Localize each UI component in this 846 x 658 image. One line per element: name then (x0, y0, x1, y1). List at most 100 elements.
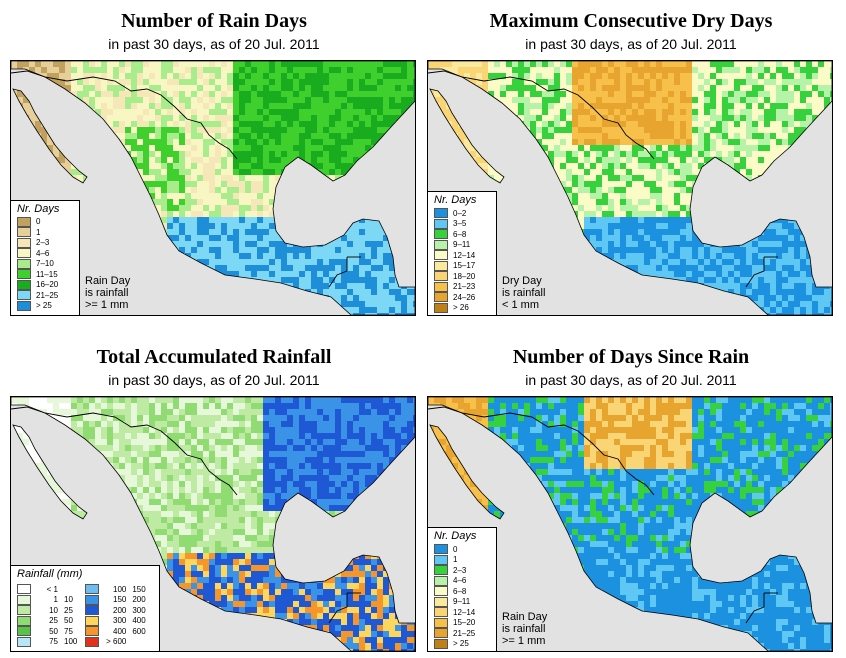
us-mexico-border (428, 70, 655, 160)
legend-label: 0 (36, 217, 41, 227)
legend-range-high: 200 (132, 595, 146, 605)
map-canvas (428, 61, 832, 315)
legend-row: > 600 (85, 636, 145, 648)
legend-swatch (434, 281, 448, 292)
legend-row: > 25 (11, 300, 79, 312)
legend-label: > 26 (453, 303, 469, 313)
legend-row: > 25 (428, 638, 496, 650)
coastline (11, 61, 415, 315)
legend-row: 150 200 (85, 594, 146, 606)
legend-swatch (17, 584, 31, 595)
legend-title: Nr. Days (434, 530, 477, 542)
legend-label: 15–17 (453, 261, 476, 271)
panel-subtitle: in past 30 days, as of 20 Jul. 2011 (525, 36, 737, 52)
legend-row: 25 50 (17, 615, 77, 627)
panel-title: Maximum Consecutive Dry Days (489, 10, 773, 32)
note-line: Rain Day (502, 611, 548, 623)
legend-range-high: 150 (132, 584, 146, 594)
map-rain-days: Nr. Days 0 1 2–3 4–6 7–10 11–15 16–20 21–25 > 25… (10, 60, 416, 316)
legend-swatch (434, 607, 448, 618)
legend-label: 21–25 (36, 290, 59, 300)
guatemala-border (745, 257, 765, 288)
legend-label: 6–8 (453, 586, 467, 596)
legend-row: 9–11 (428, 596, 496, 608)
legend-label: 1 (453, 555, 458, 565)
legend-row: 10 25 (17, 605, 77, 616)
legend-swatch (85, 615, 100, 626)
legend-swatch (17, 237, 31, 248)
legend-range-low: 50 (49, 626, 58, 636)
legend-row: 11–15 (11, 269, 79, 280)
legend-swatch (85, 594, 100, 605)
legend-row: 2–3 (428, 565, 496, 576)
legend-label: 9–11 (453, 240, 471, 250)
legend-row: 18–20 (428, 271, 496, 282)
legend-range-high: 75 (64, 626, 73, 636)
panel-consecutive-dry-days: Maximum Consecutive Dry Days in past 30 … (425, 0, 837, 320)
note-line: is rainfall (502, 623, 546, 635)
legend-range-low: 200 (113, 605, 127, 615)
legend-row: 75 100 (17, 636, 77, 648)
legend-row: 21–25 (428, 628, 496, 639)
legend-row: 12–14 (428, 607, 496, 618)
legend-label: 1 (36, 227, 41, 237)
legend-box: Nr. Days 0 1 2–3 4–6 7–10 11–15 16–20 21–25 > 25 (11, 199, 80, 315)
legend-row: 300 400 (85, 615, 146, 627)
note-line: is rainfall (85, 287, 129, 299)
coastline (428, 397, 832, 651)
legend-row: 7–10 (11, 258, 79, 270)
legend-swatch (17, 258, 31, 269)
legend-row: 4–6 (428, 575, 496, 587)
panel-days-since-rain: Number of Days Since Rain in past 30 day… (425, 336, 837, 656)
map-days-since-rain: Nr. Days 0 1 2–3 4–6 6–8 9–11 12–14 15–20 21–25 >… (427, 396, 833, 652)
legend-row: 1 10 (17, 594, 77, 606)
legend-swatch (434, 218, 448, 229)
legend-title: Nr. Days (17, 202, 60, 215)
panel-title: Total Accumulated Rainfall (96, 346, 332, 368)
legend-swatch (434, 302, 448, 313)
panel-rain-days: Number of Rain Days in past 30 days, as … (8, 0, 420, 320)
legend-swatch (17, 227, 31, 238)
definition-note: Rain Day is rainfall >= 1 mm (85, 275, 130, 311)
legend-label: 12–14 (453, 250, 476, 260)
legend-label: 16–20 (36, 280, 59, 290)
legend-row: 100 150 (85, 584, 146, 595)
legend-swatch (434, 292, 448, 303)
legend-range-low: 150 (113, 595, 127, 605)
us-mexico-border (11, 70, 238, 160)
legend-label: 24–26 (453, 292, 476, 302)
legend-row: 50 75 (17, 626, 77, 637)
legend-label: 6–8 (453, 229, 467, 239)
legend-swatch (434, 229, 448, 240)
legend-label: 21–25 (453, 628, 476, 638)
legend-range-high: 25 (64, 605, 73, 615)
legend-row: > 26 (428, 302, 496, 314)
definition-note: Dry Day is rainfall < 1 mm (502, 275, 545, 311)
guatemala-border (745, 593, 765, 624)
legend-row: 3–5 (428, 218, 496, 230)
panel-total-rainfall: Total Accumulated Rainfall in past 30 da… (8, 336, 420, 656)
legend-swatch (85, 626, 100, 637)
legend-row: 21–25 (11, 290, 79, 301)
legend-swatch (17, 300, 31, 311)
legend-row: 200 300 (85, 605, 146, 616)
us-mexico-border (428, 406, 655, 496)
legend-label: > 25 (453, 639, 469, 649)
map-total-rainfall: Rainfall (mm) < 1 1 10 10 25 25 50 50 75 75 100 10… (10, 396, 416, 652)
legend-range-high: 600 (132, 626, 146, 636)
note-line: >= 1 mm (85, 299, 129, 311)
legend-swatch (17, 626, 31, 637)
legend-swatch (85, 605, 100, 616)
legend-label: 18–20 (453, 271, 476, 281)
guatemala-border (328, 593, 348, 624)
panel-subtitle: in past 30 days, as of 20 Jul. 2011 (525, 372, 737, 388)
note-line: Rain Day (85, 275, 131, 287)
legend-label: 3–5 (453, 219, 467, 229)
legend-row: 4–6 (11, 248, 79, 259)
legend-row: 16–20 (11, 279, 79, 291)
note-line: < 1 mm (502, 299, 539, 311)
legend-swatch (434, 628, 448, 639)
baja-coastline (429, 424, 505, 520)
legend-swatch (17, 290, 31, 301)
legend-label: 2–3 (36, 238, 50, 248)
